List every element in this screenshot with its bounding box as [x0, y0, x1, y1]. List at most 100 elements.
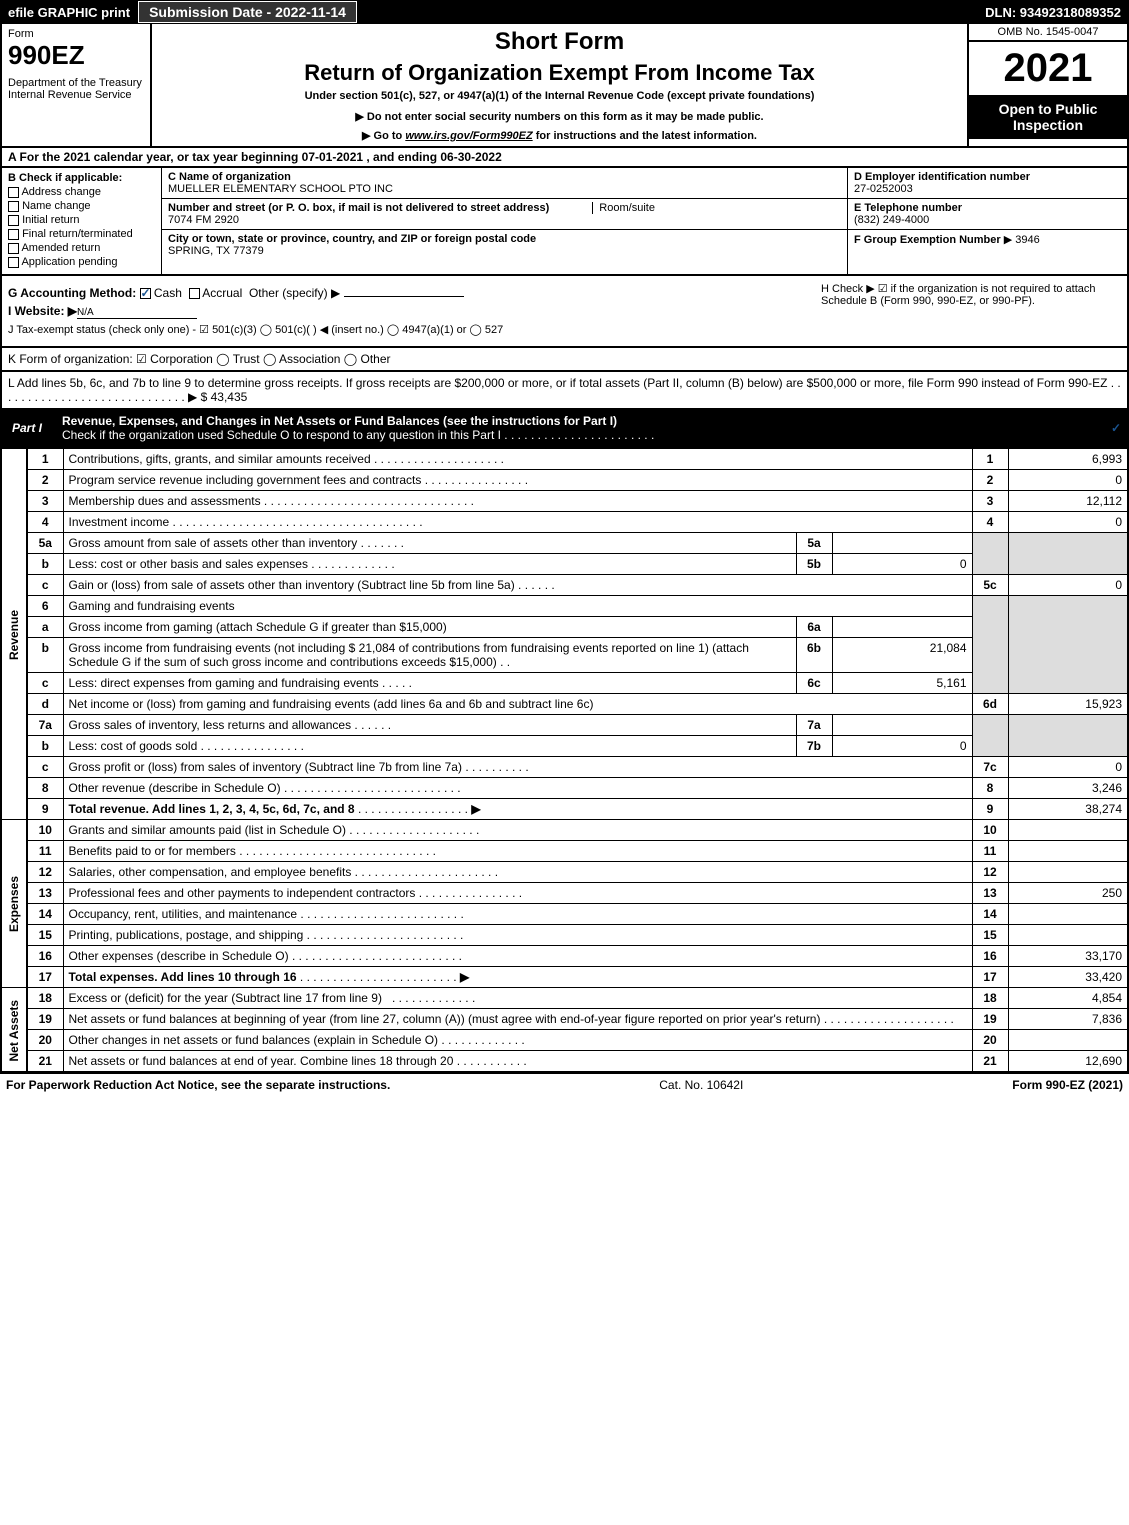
line-6: 6 Gaming and fundraising events — [1, 596, 1128, 617]
revenue-side-label: Revenue — [1, 449, 27, 820]
line-4: 4 Investment income . . . . . . . . . . … — [1, 512, 1128, 533]
open-public-inspection: Open to Public Inspection — [969, 95, 1127, 139]
form-header: Form 990EZ Department of the Treasury In… — [0, 24, 1129, 148]
org-addr-row: Number and street (or P. O. box, if mail… — [162, 199, 847, 230]
org-name-row: C Name of organization MUELLER ELEMENTAR… — [162, 168, 847, 199]
line-7c: c Gross profit or (loss) from sales of i… — [1, 757, 1128, 778]
chk-cash[interactable] — [140, 288, 151, 299]
line-6c: c Less: direct expenses from gaming and … — [1, 673, 1128, 694]
col-b-header: B Check if applicable: — [8, 172, 155, 184]
department: Department of the Treasury Internal Reve… — [8, 77, 144, 101]
line-18: Net Assets 18 Excess or (deficit) for th… — [1, 988, 1128, 1009]
rows-ghij: G Accounting Method: Cash Accrual Other … — [0, 276, 1129, 348]
g-other-input[interactable] — [344, 296, 464, 297]
chk-accrual[interactable] — [189, 288, 200, 299]
line-21: 21 Net assets or fund balances at end of… — [1, 1051, 1128, 1073]
chk-application-pending[interactable]: Application pending — [8, 256, 155, 268]
org-name: MUELLER ELEMENTARY SCHOOL PTO INC — [168, 183, 393, 195]
column-b-checkboxes: B Check if applicable: Address change Na… — [2, 168, 162, 274]
group-exemption-value: ▶ 3946 — [1004, 234, 1040, 246]
column-c-org-info: C Name of organization MUELLER ELEMENTAR… — [162, 168, 847, 274]
expenses-side-label: Expenses — [1, 820, 27, 988]
line-3: 3 Membership dues and assessments . . . … — [1, 491, 1128, 512]
under-section: Under section 501(c), 527, or 4947(a)(1)… — [156, 90, 963, 102]
chk-amended-return[interactable]: Amended return — [8, 242, 155, 254]
org-city-label: City or town, state or province, country… — [168, 233, 536, 245]
goto-line: ▶ Go to www.irs.gov/Form990EZ for instru… — [156, 129, 963, 142]
submission-date: Submission Date - 2022-11-14 — [138, 1, 357, 23]
part1-checkbox[interactable] — [1110, 421, 1127, 435]
top-bar: efile GRAPHIC print Submission Date - 20… — [0, 0, 1129, 24]
line-8: 8 Other revenue (describe in Schedule O)… — [1, 778, 1128, 799]
part1-table: Revenue 1 Contributions, gifts, grants, … — [0, 448, 1129, 1073]
line-j: J Tax-exempt status (check only one) - ☑… — [8, 323, 1121, 336]
org-address: 7074 FM 2920 — [168, 214, 239, 226]
chk-initial-return[interactable]: Initial return — [8, 214, 155, 226]
line-7a: 7a Gross sales of inventory, less return… — [1, 715, 1128, 736]
row-a-tax-year: A For the 2021 calendar year, or tax yea… — [0, 148, 1129, 168]
form-label: Form — [8, 28, 144, 40]
line-9: 9 Total revenue. Add lines 1, 2, 3, 4, 5… — [1, 799, 1128, 820]
line-12: 12 Salaries, other compensation, and emp… — [1, 862, 1128, 883]
line-16: 16 Other expenses (describe in Schedule … — [1, 946, 1128, 967]
part1-title: Revenue, Expenses, and Changes in Net As… — [52, 410, 1110, 446]
header-left: Form 990EZ Department of the Treasury In… — [2, 24, 152, 146]
i-label: I Website: ▶ — [8, 304, 77, 318]
line-15: 15 Printing, publications, postage, and … — [1, 925, 1128, 946]
line-5b: b Less: cost or other basis and sales ex… — [1, 554, 1128, 575]
chk-name-change[interactable]: Name change — [8, 200, 155, 212]
line-17: 17 Total expenses. Add lines 10 through … — [1, 967, 1128, 988]
line-1: Revenue 1 Contributions, gifts, grants, … — [1, 449, 1128, 470]
line-11: 11 Benefits paid to or for members . . .… — [1, 841, 1128, 862]
org-city: SPRING, TX 77379 — [168, 245, 264, 257]
phone-value: (832) 249-4000 — [854, 214, 929, 226]
line-19: 19 Net assets or fund balances at beginn… — [1, 1009, 1128, 1030]
g-label: G Accounting Method: — [8, 286, 136, 300]
room-suite-label: Room/suite — [592, 202, 655, 214]
phone-label: E Telephone number — [854, 202, 962, 214]
main-info-block: B Check if applicable: Address change Na… — [0, 168, 1129, 276]
chk-address-change[interactable]: Address change — [8, 186, 155, 198]
footer-formref: Form 990-EZ (2021) — [1012, 1078, 1123, 1092]
ein-value: 27-0252003 — [854, 183, 913, 195]
netassets-side-label: Net Assets — [1, 988, 27, 1073]
goto-prefix: ▶ Go to — [362, 130, 405, 142]
chk-final-return[interactable]: Final return/terminated — [8, 228, 155, 240]
line-6d: d Net income or (loss) from gaming and f… — [1, 694, 1128, 715]
phone-row: E Telephone number (832) 249-4000 — [848, 199, 1127, 230]
footer-catno: Cat. No. 10642I — [390, 1078, 1012, 1092]
line-10: Expenses 10 Grants and similar amounts p… — [1, 820, 1128, 841]
org-city-row: City or town, state or province, country… — [162, 230, 847, 260]
line-13: 13 Professional fees and other payments … — [1, 883, 1128, 904]
line-20: 20 Other changes in net assets or fund b… — [1, 1030, 1128, 1051]
line-5c: c Gain or (loss) from sale of assets oth… — [1, 575, 1128, 596]
goto-suffix: for instructions and the latest informat… — [533, 130, 757, 142]
return-title: Return of Organization Exempt From Incom… — [156, 60, 963, 86]
omb-number: OMB No. 1545-0047 — [969, 24, 1127, 42]
part1-header: Part I Revenue, Expenses, and Changes in… — [0, 410, 1129, 448]
column-de: D Employer identification number 27-0252… — [847, 168, 1127, 274]
line-6a: a Gross income from gaming (attach Sched… — [1, 617, 1128, 638]
goto-link[interactable]: www.irs.gov/Form990EZ — [405, 130, 532, 142]
short-form-title: Short Form — [156, 28, 963, 56]
group-exemption-label: F Group Exemption Number — [854, 234, 1001, 246]
ein-label: D Employer identification number — [854, 171, 1030, 183]
part1-label: Part I — [2, 417, 52, 439]
website-value: N/A — [77, 307, 197, 319]
line-k: K Form of organization: ☑ Corporation ◯ … — [0, 348, 1129, 372]
header-right: OMB No. 1545-0047 2021 Open to Public In… — [967, 24, 1127, 146]
footer-paperwork: For Paperwork Reduction Act Notice, see … — [6, 1078, 390, 1092]
page-footer: For Paperwork Reduction Act Notice, see … — [0, 1073, 1129, 1096]
line-2: 2 Program service revenue including gove… — [1, 470, 1128, 491]
org-name-label: C Name of organization — [168, 171, 291, 183]
line-5a: 5a Gross amount from sale of assets othe… — [1, 533, 1128, 554]
ein-row: D Employer identification number 27-0252… — [848, 168, 1127, 199]
ssn-notice: ▶ Do not enter social security numbers o… — [156, 110, 963, 123]
org-addr-label: Number and street (or P. O. box, if mail… — [168, 202, 549, 214]
group-exemption-row: F Group Exemption Number ▶ 3946 — [848, 230, 1127, 249]
line-7b: b Less: cost of goods sold . . . . . . .… — [1, 736, 1128, 757]
tax-year: 2021 — [969, 42, 1127, 95]
line-l: L Add lines 5b, 6c, and 7b to line 9 to … — [0, 372, 1129, 410]
header-center: Short Form Return of Organization Exempt… — [152, 24, 967, 146]
line-h: H Check ▶ ☑ if the organization is not r… — [821, 282, 1121, 307]
